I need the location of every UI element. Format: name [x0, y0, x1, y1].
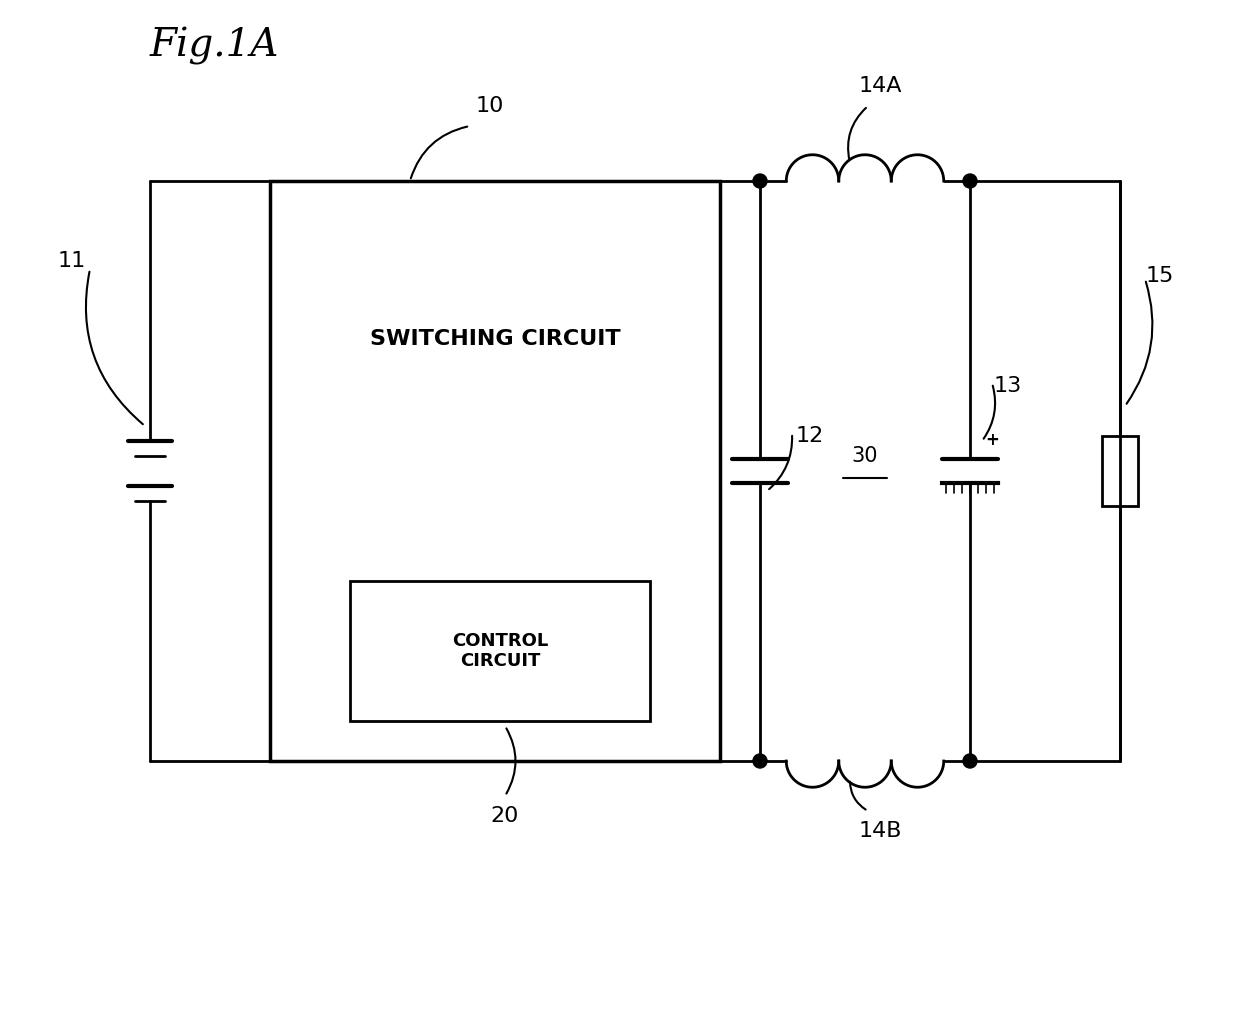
Circle shape: [753, 174, 768, 188]
Text: 20: 20: [491, 806, 520, 826]
Circle shape: [963, 174, 977, 188]
Text: 14B: 14B: [858, 821, 901, 841]
Text: SWITCHING CIRCUIT: SWITCHING CIRCUIT: [370, 329, 620, 349]
FancyBboxPatch shape: [350, 581, 650, 721]
Text: 10: 10: [476, 96, 505, 116]
Text: 12: 12: [796, 426, 825, 446]
Circle shape: [753, 753, 768, 768]
FancyBboxPatch shape: [270, 181, 720, 761]
Circle shape: [963, 753, 977, 768]
Text: 30: 30: [852, 446, 878, 466]
Text: +: +: [985, 431, 999, 449]
FancyBboxPatch shape: [1102, 436, 1138, 506]
Text: Fig.1A: Fig.1A: [150, 27, 279, 65]
Text: 14A: 14A: [858, 76, 901, 96]
Text: CONTROL
CIRCUIT: CONTROL CIRCUIT: [451, 632, 548, 671]
Text: 13: 13: [994, 376, 1022, 396]
Text: 15: 15: [1146, 266, 1174, 286]
Text: 11: 11: [58, 251, 86, 271]
